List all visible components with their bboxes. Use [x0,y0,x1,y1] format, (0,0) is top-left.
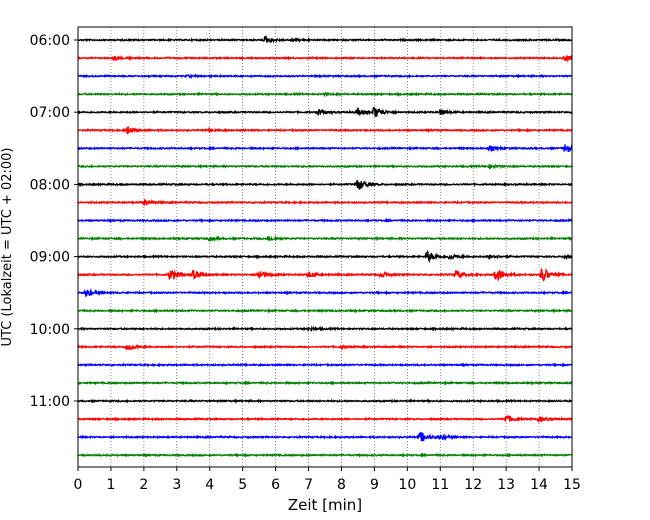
trace-09:45 [77,307,573,314]
trace-08:00 [77,179,573,190]
trace-10:15 [77,343,573,351]
trace-10:00 [77,325,573,332]
x-tick-label: 0 [74,477,83,493]
x-tick-label: 14 [530,477,548,493]
trace-09:15 [77,267,573,282]
trace-09:00 [77,249,573,264]
x-tick-label: 12 [464,477,482,493]
x-tick-label: 1 [106,477,115,493]
x-tick-label: 8 [337,477,346,493]
x-tick-label: 3 [172,477,181,493]
trace-06:00 [77,35,573,44]
trace-11:15 [77,414,573,424]
plot-frame [77,26,573,468]
x-tick-label: 15 [563,477,581,493]
y-axis-ticks: 06:00 07:00 08:00 09:00 10:00 11:00 [30,33,78,410]
y-tick-label: 08:00 [30,177,70,193]
trace-11:30 [77,431,573,442]
y-tick-label: 11:00 [30,394,70,410]
trace-09:30 [77,288,573,297]
y-tick-label: 06:00 [30,33,70,49]
trace-06:15 [77,54,573,63]
trace-10:45 [77,380,573,386]
x-tick-label: 5 [238,477,247,493]
y-tick-label: 09:00 [30,250,70,266]
trace-06:30 [77,73,573,80]
trace-07:45 [77,163,573,170]
trace-10:30 [77,362,573,368]
trace-08:45 [77,234,573,242]
y-tick-label: 07:00 [30,105,70,121]
trace-08:30 [77,217,573,224]
x-axis-label: Zeit [min] [288,496,362,514]
x-tick-label: 13 [497,477,515,493]
trace-lines [77,35,573,458]
x-axis-ticks: 0 1 2 3 4 5 6 7 8 9 10 11 12 13 14 15 [74,467,581,493]
trace-07:30 [77,144,573,153]
x-tick-label: 2 [139,477,148,493]
y-tick-label: 10:00 [30,322,70,338]
trace-11:00 [77,398,573,404]
x-tick-label: 10 [398,477,416,493]
trace-08:15 [77,198,573,207]
x-tick-label: 4 [205,477,214,493]
grid-lines [110,27,540,467]
trace-07:15 [77,126,573,135]
trace-06:45 [77,91,573,98]
x-tick-label: 7 [304,477,313,493]
trace-11:45 [77,452,573,458]
trace-07:00 [77,106,573,117]
x-tick-label: 6 [271,477,280,493]
x-tick-label: 9 [370,477,379,493]
y-axis-label: UTC (Lokalzeit = UTC + 02:00) [0,148,15,347]
x-tick-label: 11 [431,477,449,493]
